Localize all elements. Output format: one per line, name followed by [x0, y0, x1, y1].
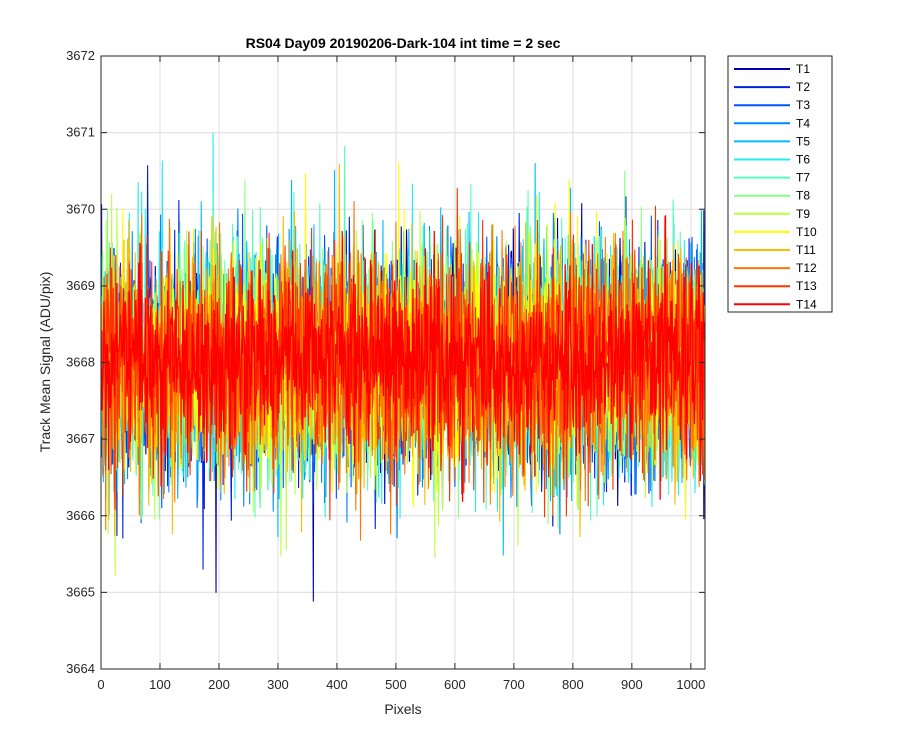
legend-entry-t11: T11 [734, 243, 816, 257]
y-tick-label-7: 3671 [66, 125, 95, 140]
y-tick-label-8: 3672 [66, 48, 95, 63]
legend-entry-t12: T12 [734, 261, 817, 275]
x-tick-label-4: 400 [326, 677, 348, 692]
legend-entry-t4: T4 [734, 116, 810, 130]
legend-label-t1: T1 [796, 62, 810, 76]
legend-entry-t2: T2 [734, 80, 810, 94]
legend-entry-t3: T3 [734, 98, 810, 112]
legend-label-t14: T14 [796, 297, 817, 311]
x-tick-label-1: 100 [149, 677, 171, 692]
legend-entry-t10: T10 [734, 225, 817, 239]
y-tick-label-6: 3670 [66, 201, 95, 216]
legend-entry-t1: T1 [734, 62, 810, 76]
x-tick-label-8: 800 [562, 677, 584, 692]
legend-entry-t6: T6 [734, 153, 810, 167]
y-tick-label-1: 3665 [66, 584, 95, 599]
y-tick-label-0: 3664 [66, 661, 95, 676]
x-tick-label-6: 600 [444, 677, 466, 692]
legend-label-t13: T13 [796, 279, 817, 293]
chart-title: RS04 Day09 20190206-Dark-104 int time = … [246, 35, 561, 51]
legend-entry-t14: T14 [734, 297, 817, 311]
legend-label-t12: T12 [796, 261, 817, 275]
x-tick-label-2: 200 [208, 677, 230, 692]
legend-entry-t8: T8 [734, 189, 810, 203]
x-tick-label-5: 500 [385, 677, 407, 692]
series-line-t14 [101, 215, 705, 502]
legend-label-t3: T3 [796, 98, 810, 112]
legend-label-t9: T9 [796, 207, 810, 221]
legend-label-t10: T10 [796, 225, 817, 239]
legend-label-t7: T7 [796, 171, 810, 185]
x-tick-label-10: 1000 [676, 677, 705, 692]
y-tick-label-2: 3666 [66, 508, 95, 523]
y-tick-label-5: 3669 [66, 278, 95, 293]
x-tick-label-3: 300 [267, 677, 289, 692]
y-axis-label: Track Mean Signal (ADU/pix) [37, 272, 53, 453]
legend-label-t5: T5 [796, 134, 810, 148]
legend-entry-t5: T5 [734, 134, 810, 148]
legend-label-t2: T2 [796, 80, 810, 94]
legend-entry-t13: T13 [734, 279, 817, 293]
y-tick-label-3: 3667 [66, 431, 95, 446]
y-tick-label-4: 3668 [66, 355, 95, 370]
legend-entry-t7: T7 [734, 171, 810, 185]
x-axis-label: Pixels [384, 701, 421, 717]
legend-label-t6: T6 [796, 153, 810, 167]
legend-label-t8: T8 [796, 189, 810, 203]
legend-box [727, 55, 833, 313]
x-tick-label-9: 900 [621, 677, 643, 692]
legend: T1 T2 T3 T4 T5 T6 T7 T8 T9 T10 T11 T12 T13 T14 [727, 55, 833, 313]
x-tick-label-7: 700 [503, 677, 525, 692]
series-lines [101, 132, 705, 602]
legend-label-t11: T11 [796, 243, 816, 257]
x-tick-label-0: 0 [97, 677, 104, 692]
legend-label-t4: T4 [796, 116, 810, 130]
axis-ticks: 0 100 200 300 400 500 600 700 800 900 1000 3664 3665… [66, 48, 705, 692]
legend-items: T1 T2 T3 T4 T5 T6 T7 T8 T9 T10 T11 T12 T13 T14 [734, 62, 817, 311]
legend-entry-t9: T9 [734, 207, 810, 221]
